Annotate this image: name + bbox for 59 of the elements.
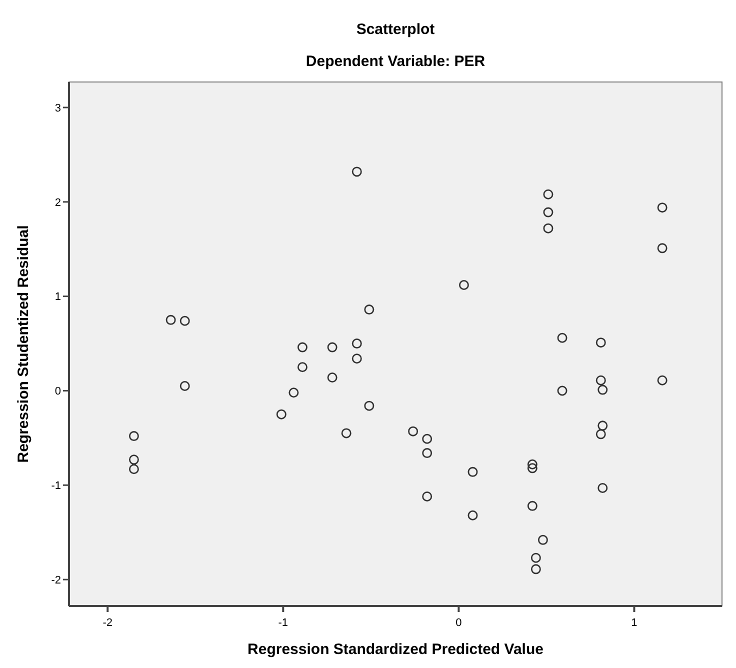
point bbox=[364, 400, 374, 411]
point bbox=[527, 459, 538, 470]
x-axis-title: Regression Standardized Predicted Value bbox=[248, 641, 544, 658]
point bbox=[352, 338, 362, 349]
point bbox=[327, 342, 338, 352]
y-tick-label: -1 bbox=[51, 480, 61, 492]
point bbox=[422, 448, 432, 458]
y-tick-label: 3 bbox=[54, 102, 61, 114]
point bbox=[128, 454, 139, 465]
point bbox=[128, 464, 139, 474]
point bbox=[422, 491, 432, 502]
point bbox=[543, 223, 554, 234]
point bbox=[543, 207, 554, 218]
point bbox=[530, 552, 541, 563]
y-tick-label: -2 bbox=[51, 574, 61, 586]
point bbox=[327, 372, 338, 383]
point bbox=[657, 375, 668, 386]
point bbox=[557, 332, 568, 343]
y-tick-label: 2 bbox=[54, 196, 61, 209]
point bbox=[288, 388, 299, 398]
point bbox=[527, 463, 538, 474]
point bbox=[657, 243, 668, 254]
y-tick-label: 0 bbox=[54, 386, 61, 398]
point bbox=[596, 338, 606, 348]
y-axis-title: Regression Studentized Residual bbox=[15, 225, 32, 463]
point bbox=[657, 202, 668, 213]
point bbox=[180, 316, 190, 326]
point bbox=[341, 428, 352, 438]
point bbox=[596, 375, 606, 386]
chart-subtitle: Dependent Variable: PER bbox=[306, 53, 486, 70]
point bbox=[297, 362, 308, 372]
point bbox=[598, 482, 608, 493]
point bbox=[543, 189, 554, 200]
point bbox=[180, 381, 190, 392]
x-tick-label: 0 bbox=[456, 617, 462, 629]
y-tick-label: 1 bbox=[54, 291, 61, 304]
point bbox=[422, 434, 432, 444]
point bbox=[276, 409, 286, 420]
point bbox=[352, 166, 362, 177]
x-tick-label: 1 bbox=[631, 617, 638, 629]
point bbox=[598, 420, 608, 431]
chart-title: Scatterplot bbox=[356, 21, 435, 38]
point bbox=[527, 500, 538, 511]
point bbox=[468, 466, 478, 477]
point bbox=[128, 431, 139, 442]
point bbox=[458, 280, 469, 290]
point bbox=[530, 564, 541, 574]
point bbox=[352, 354, 362, 364]
point bbox=[468, 510, 478, 520]
point bbox=[598, 384, 608, 395]
point bbox=[538, 534, 548, 545]
point bbox=[166, 314, 176, 325]
point bbox=[297, 342, 308, 352]
x-tick-label: -1 bbox=[278, 617, 288, 629]
point bbox=[408, 426, 418, 436]
x-tick-label: -2 bbox=[102, 617, 113, 629]
point bbox=[596, 429, 606, 440]
point bbox=[557, 386, 568, 396]
point bbox=[364, 304, 374, 315]
